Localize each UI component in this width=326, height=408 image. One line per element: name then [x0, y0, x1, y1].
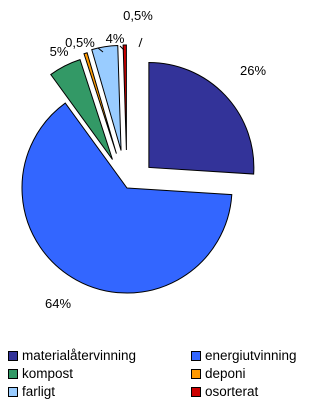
legend-item-deponi: deponi [191, 366, 246, 382]
legend-swatch-farligt [8, 387, 18, 397]
data-label-deponi: 0,5% [65, 35, 95, 50]
legend: materialåtervinning energiutvinning komp… [0, 338, 326, 408]
legend-label-farligt: farligt [22, 384, 56, 399]
pie-slice-farligt [91, 45, 122, 151]
legend-swatch-deponi [191, 369, 201, 379]
legend-item-kompost: kompost [8, 366, 73, 382]
legend-swatch-materialatervinning [8, 351, 18, 361]
data-label-materialatervinning: 26% [240, 63, 266, 78]
pie-slice-deponi [83, 52, 117, 154]
leader-line-farligt [119, 45, 125, 51]
legend-item-materialatervinning: materialåtervinning [8, 348, 136, 364]
legend-label-osorterat: osorterat [205, 384, 259, 399]
legend-item-osorterat: osorterat [191, 384, 258, 400]
pie-slice-kompost [50, 59, 113, 160]
legend-label-materialatervinning: materialåtervinning [22, 348, 137, 363]
data-label-kompost: 5% [50, 44, 69, 59]
legend-label-energiutvinning: energiutvinning [205, 348, 297, 363]
leader-line-deponi [97, 47, 104, 53]
data-label-farligt: 4% [106, 31, 125, 46]
legend-label-kompost: kompost [22, 366, 74, 381]
legend-item-farligt: farligt [8, 384, 55, 400]
data-label-osorterat: 0,5% [123, 8, 153, 23]
legend-swatch-kompost [8, 369, 18, 379]
pie-slice-osorterat [122, 44, 127, 151]
legend-swatch-energiutvinning [191, 351, 201, 361]
leader-line-osorterat [138, 37, 143, 48]
pie-slice-materialatervinning [148, 61, 255, 175]
pie-slice-energiutvinning [21, 102, 233, 294]
data-label-energiutvinning: 64% [45, 296, 71, 311]
pie-chart: 26%64%5%0,5% 4%0,5% [21, 8, 266, 311]
legend-item-energiutvinning: energiutvinning [191, 348, 297, 364]
legend-label-deponi: deponi [205, 366, 246, 381]
legend-swatch-osorterat [191, 387, 201, 397]
